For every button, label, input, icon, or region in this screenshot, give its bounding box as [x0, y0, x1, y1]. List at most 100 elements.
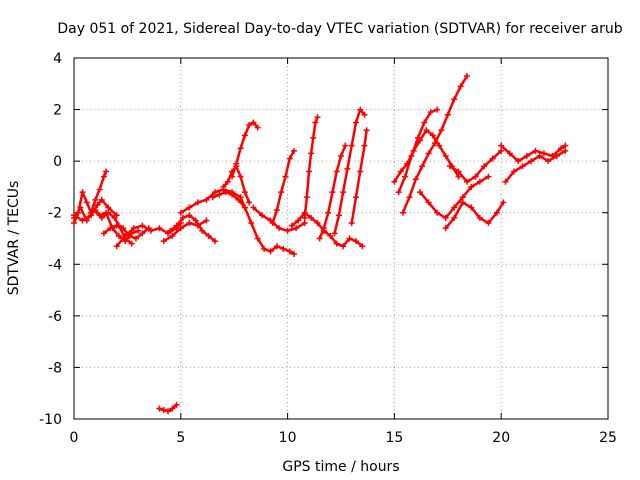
data-point — [246, 122, 253, 129]
data-point — [502, 178, 509, 185]
data-point — [528, 158, 535, 165]
series-line — [168, 214, 217, 243]
data-point — [205, 232, 212, 239]
data-point — [459, 199, 466, 206]
data-point — [88, 212, 95, 219]
data-point — [179, 214, 186, 221]
data-point — [562, 142, 569, 149]
data-point — [412, 176, 419, 183]
series-sat-v — [395, 106, 441, 196]
series-line — [418, 175, 490, 220]
y-tick-label: 2 — [53, 103, 62, 119]
x-tick-label: 5 — [176, 430, 185, 446]
data-point — [229, 168, 236, 175]
data-point — [169, 232, 176, 239]
data-point — [327, 232, 334, 239]
data-point — [402, 173, 409, 180]
data-point — [273, 243, 280, 250]
data-point — [476, 178, 483, 185]
data-point — [98, 196, 105, 203]
data-point — [186, 212, 193, 219]
data-point — [98, 214, 105, 221]
series-sat-w — [399, 73, 471, 216]
data-point — [331, 230, 338, 237]
data-point — [519, 163, 526, 170]
data-point — [194, 222, 201, 229]
data-point — [286, 248, 293, 255]
data-point — [468, 183, 475, 190]
y-axis-label: SDTVAR / TECUs — [6, 181, 22, 296]
data-point — [316, 235, 323, 242]
series-line — [303, 116, 319, 220]
data-point — [511, 168, 518, 175]
data-point — [94, 201, 101, 208]
data-point — [139, 222, 146, 229]
data-point — [79, 217, 86, 224]
y-tick-label: -4 — [48, 257, 62, 273]
data-point — [436, 142, 443, 149]
data-point — [419, 163, 426, 170]
data-point — [338, 152, 344, 159]
y-tick-label: -6 — [48, 309, 62, 325]
series-sat-h — [167, 212, 218, 245]
data-point — [276, 225, 283, 232]
series-sat-q — [301, 114, 321, 221]
data-point — [340, 189, 347, 196]
data-point — [442, 225, 449, 232]
data-point — [130, 225, 137, 232]
y-tick-label: -2 — [48, 206, 62, 222]
series-sat-t — [348, 127, 370, 227]
data-point — [455, 168, 462, 175]
data-point — [96, 186, 103, 193]
data-point — [211, 189, 218, 196]
data-point — [237, 145, 244, 152]
data-point — [278, 189, 285, 196]
data-point — [485, 173, 492, 180]
data-point — [113, 212, 120, 219]
data-point — [233, 163, 240, 170]
data-point — [71, 212, 77, 219]
data-point — [342, 142, 349, 149]
data-point — [423, 127, 430, 134]
data-point — [250, 204, 257, 211]
data-point — [335, 212, 342, 219]
data-point — [481, 163, 488, 170]
series-line — [444, 201, 505, 230]
data-point — [135, 227, 142, 234]
series-sat-d — [71, 196, 120, 224]
data-point — [451, 96, 458, 103]
data-point — [261, 245, 268, 252]
data-point — [280, 245, 287, 252]
data-point — [145, 225, 152, 232]
data-point — [532, 147, 539, 154]
series-sat-i — [160, 217, 210, 245]
data-point — [406, 194, 413, 201]
data-point — [472, 173, 479, 180]
data-point — [246, 199, 253, 206]
data-point — [359, 243, 366, 250]
data-point — [340, 243, 347, 250]
series-sat-z — [446, 147, 505, 185]
series-sat-y — [442, 199, 507, 232]
data-point — [164, 408, 171, 415]
data-point — [455, 173, 462, 180]
data-point — [100, 173, 107, 180]
data-point — [105, 209, 112, 216]
data-point — [248, 220, 255, 227]
data-point — [194, 199, 201, 206]
data-point — [352, 194, 359, 201]
data-point — [425, 150, 432, 157]
data-point — [199, 227, 206, 234]
data-point — [79, 189, 86, 196]
data-point — [417, 189, 424, 196]
data-point — [438, 127, 445, 134]
series-sat-u — [391, 127, 462, 185]
data-point — [352, 238, 359, 245]
x-tick-label: 15 — [385, 430, 403, 446]
series-sat-x — [417, 173, 492, 221]
data-point — [75, 209, 82, 216]
data-point — [241, 132, 248, 139]
data-point — [442, 214, 449, 221]
data-point — [177, 225, 184, 232]
series-sat-aa — [498, 142, 569, 165]
